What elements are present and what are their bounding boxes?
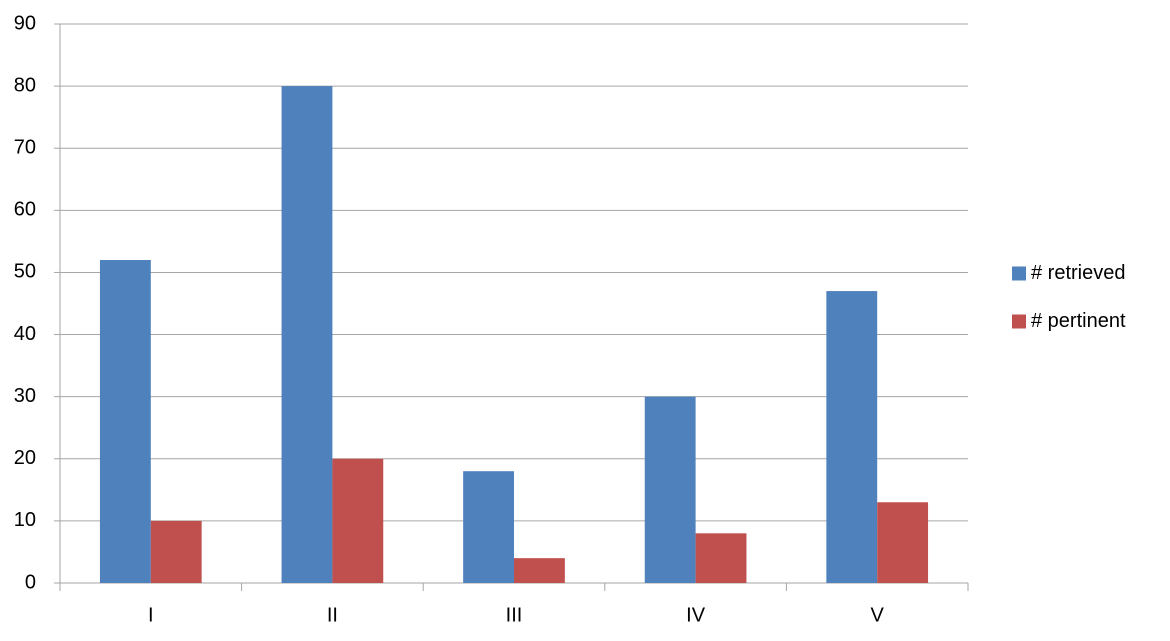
bar (695, 533, 747, 583)
bar (644, 396, 696, 583)
y-tick-label: 50 (14, 261, 36, 283)
y-tick-label: 80 (14, 74, 36, 96)
bar (514, 558, 565, 583)
bar (826, 291, 878, 583)
y-tick-label: 90 (14, 12, 36, 34)
x-tick-label: II (327, 604, 338, 626)
y-tick-label: 60 (14, 199, 36, 221)
legend-label: # retrieved (1031, 262, 1126, 284)
legend-swatch (1012, 314, 1026, 329)
y-tick-label: 30 (14, 385, 36, 407)
bar (150, 520, 202, 583)
legend-label: # pertinent (1031, 310, 1126, 332)
y-tick-label: 0 (25, 571, 36, 593)
y-tick-label: 40 (14, 323, 36, 345)
bar (332, 458, 384, 583)
y-tick-label: 20 (14, 447, 36, 469)
bar (281, 86, 333, 583)
x-tick-label: V (871, 604, 885, 626)
x-tick-label: III (506, 604, 523, 626)
legend-swatch (1012, 266, 1026, 281)
y-tick-label: 70 (14, 137, 36, 159)
bar (877, 502, 929, 583)
y-tick-label: 10 (14, 509, 36, 531)
bar (463, 471, 514, 583)
x-tick-label: I (148, 604, 154, 626)
bar (99, 260, 151, 583)
x-tick-label: IV (686, 604, 706, 626)
